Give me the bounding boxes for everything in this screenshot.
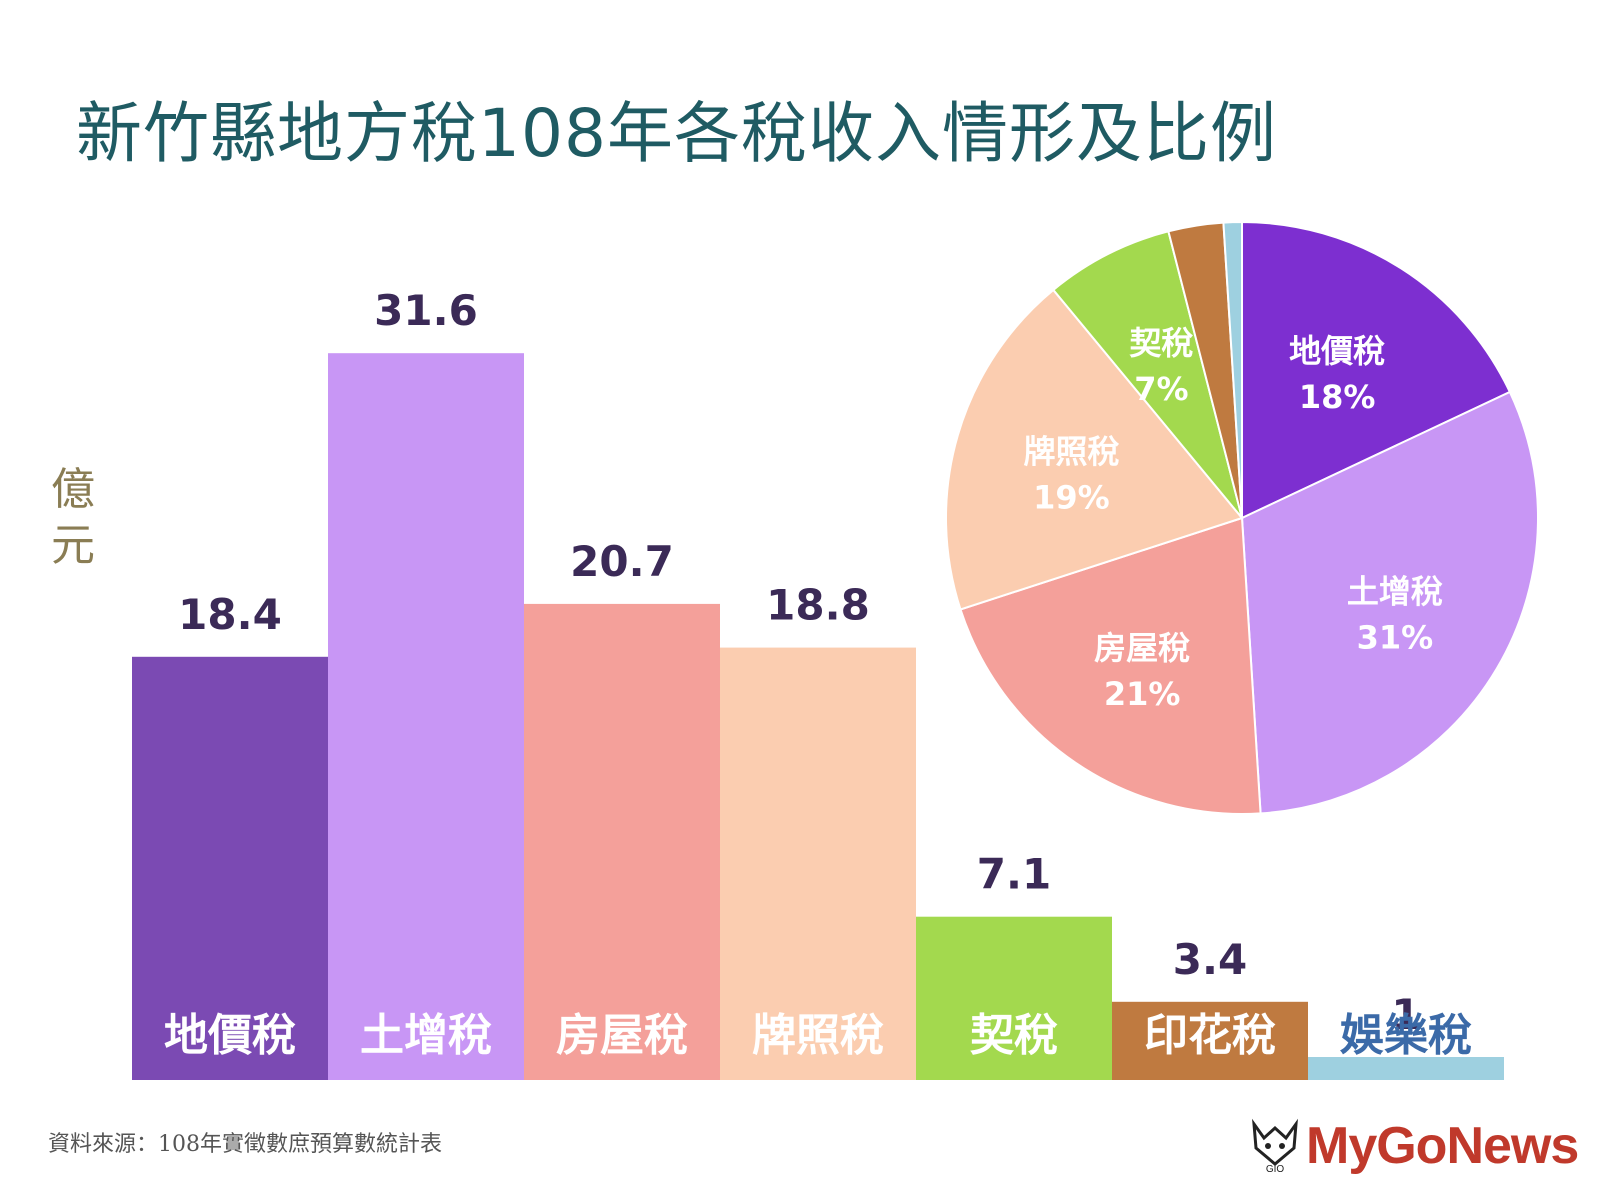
bar-房屋稅: [524, 603, 720, 1080]
pie-slice-label: 契稅: [1129, 324, 1193, 362]
logo-text: MyGoNews: [1306, 1117, 1579, 1175]
pie-slice: [1240, 390, 1539, 815]
pie-slice: [1051, 230, 1243, 519]
pie-slice-percent: 19%: [1033, 478, 1110, 516]
category-label: 契稅: [970, 1010, 1058, 1061]
value-label: 1: [1391, 990, 1420, 1039]
pie-slice: [1241, 220, 1512, 520]
pie-slice-percent: 21%: [1104, 675, 1181, 713]
logo-mark-icon: GIO: [1252, 1118, 1298, 1174]
category-label: 土增稅: [360, 1010, 492, 1061]
value-label: 7.1: [977, 850, 1051, 899]
pie-chart: 地價稅 18% 土增稅 31% 房屋稅 21% 牌照稅 19% 契稅 7%: [945, 220, 1539, 815]
category-label: 地價稅: [164, 1010, 296, 1061]
value-label: 31.6: [374, 286, 478, 335]
pie-slice-percent: 7%: [1134, 370, 1188, 408]
value-label: 18.4: [178, 590, 282, 639]
chart-title: 新竹縣地方稅108年各稅收入情形及比例: [76, 95, 1277, 172]
pie-slice: [959, 516, 1262, 815]
bar-印花稅: [1112, 1001, 1308, 1080]
bar-娛樂稅: [1308, 1057, 1504, 1080]
pie-slice: [945, 288, 1244, 611]
category-label: 房屋稅: [556, 1010, 688, 1061]
pie-slice-label: 地價稅: [1289, 332, 1385, 370]
pie-slice-percent: 31%: [1357, 618, 1434, 656]
category-label: 娛樂稅: [1340, 1010, 1472, 1061]
bar-土增稅: [328, 353, 524, 1080]
logo-mark-text: GIO: [1266, 1164, 1285, 1174]
pie-slice-percent: 18%: [1299, 378, 1376, 416]
bar-契稅: [916, 916, 1112, 1080]
pie-slice-label: 房屋稅: [1094, 629, 1190, 667]
category-label: 印花稅: [1144, 1010, 1276, 1061]
pie-slice: [1222, 220, 1243, 519]
value-label: 3.4: [1173, 935, 1247, 984]
bar-地價稅: [132, 656, 328, 1080]
pie-slice-label: 土增稅: [1347, 572, 1443, 610]
bar-chart: 18.4 地價稅 31.6 土增稅 20.7 房屋稅 18.8 牌照稅 7.1 契稅 3.4 印花稅 1…: [132, 286, 1504, 1080]
value-label: 18.8: [766, 581, 870, 630]
source-note: 資料來源：108年實徵數庶預算數統計表: [48, 1132, 442, 1157]
bar-牌照稅: [720, 647, 916, 1080]
logo: GIO MyGoNews: [1250, 1116, 1579, 1176]
category-label: 牌照稅: [752, 1010, 884, 1061]
value-label: 20.7: [570, 537, 674, 586]
pie-slice-label: 牌照稅: [1023, 432, 1119, 470]
y-axis-unit: 億元: [51, 464, 95, 571]
